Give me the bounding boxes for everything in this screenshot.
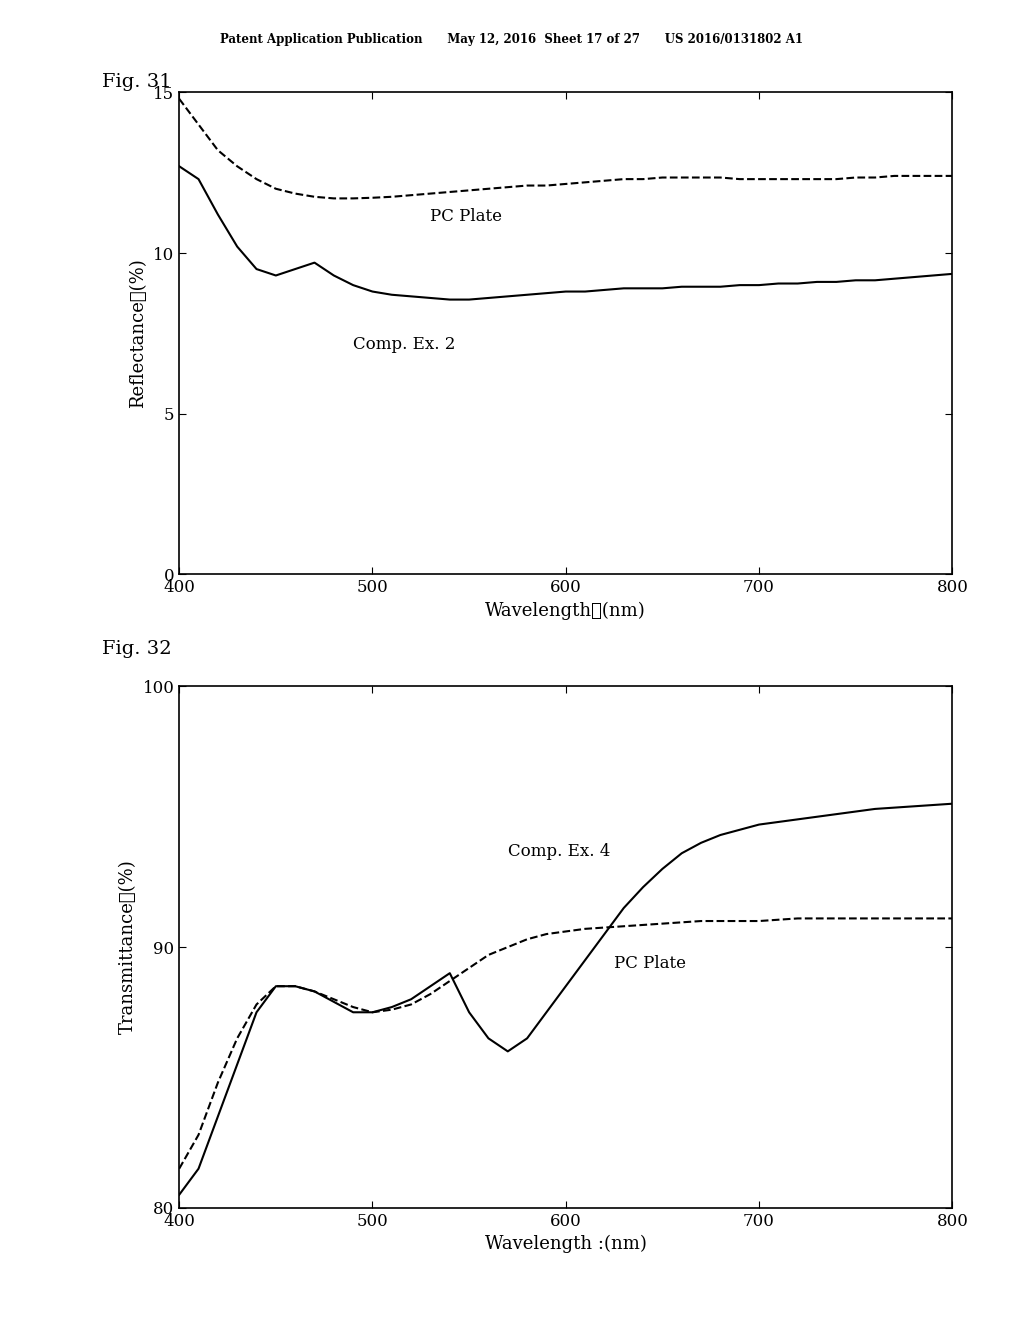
- Y-axis label: Transmittance　(%): Transmittance (%): [119, 859, 137, 1035]
- Text: PC Plate: PC Plate: [430, 207, 503, 224]
- Text: Comp. Ex. 2: Comp. Ex. 2: [353, 337, 456, 354]
- Text: Fig. 32: Fig. 32: [102, 640, 172, 659]
- X-axis label: Wavelength :(nm): Wavelength :(nm): [484, 1236, 647, 1254]
- Text: Patent Application Publication      May 12, 2016  Sheet 17 of 27      US 2016/01: Patent Application Publication May 12, 2…: [220, 33, 804, 46]
- Text: Comp. Ex. 4: Comp. Ex. 4: [508, 843, 610, 859]
- X-axis label: Wavelength　(nm): Wavelength (nm): [485, 602, 646, 620]
- Y-axis label: Reflectance　(%): Reflectance (%): [129, 259, 147, 408]
- Text: Fig. 31: Fig. 31: [102, 73, 172, 91]
- Text: PC Plate: PC Plate: [614, 954, 686, 972]
